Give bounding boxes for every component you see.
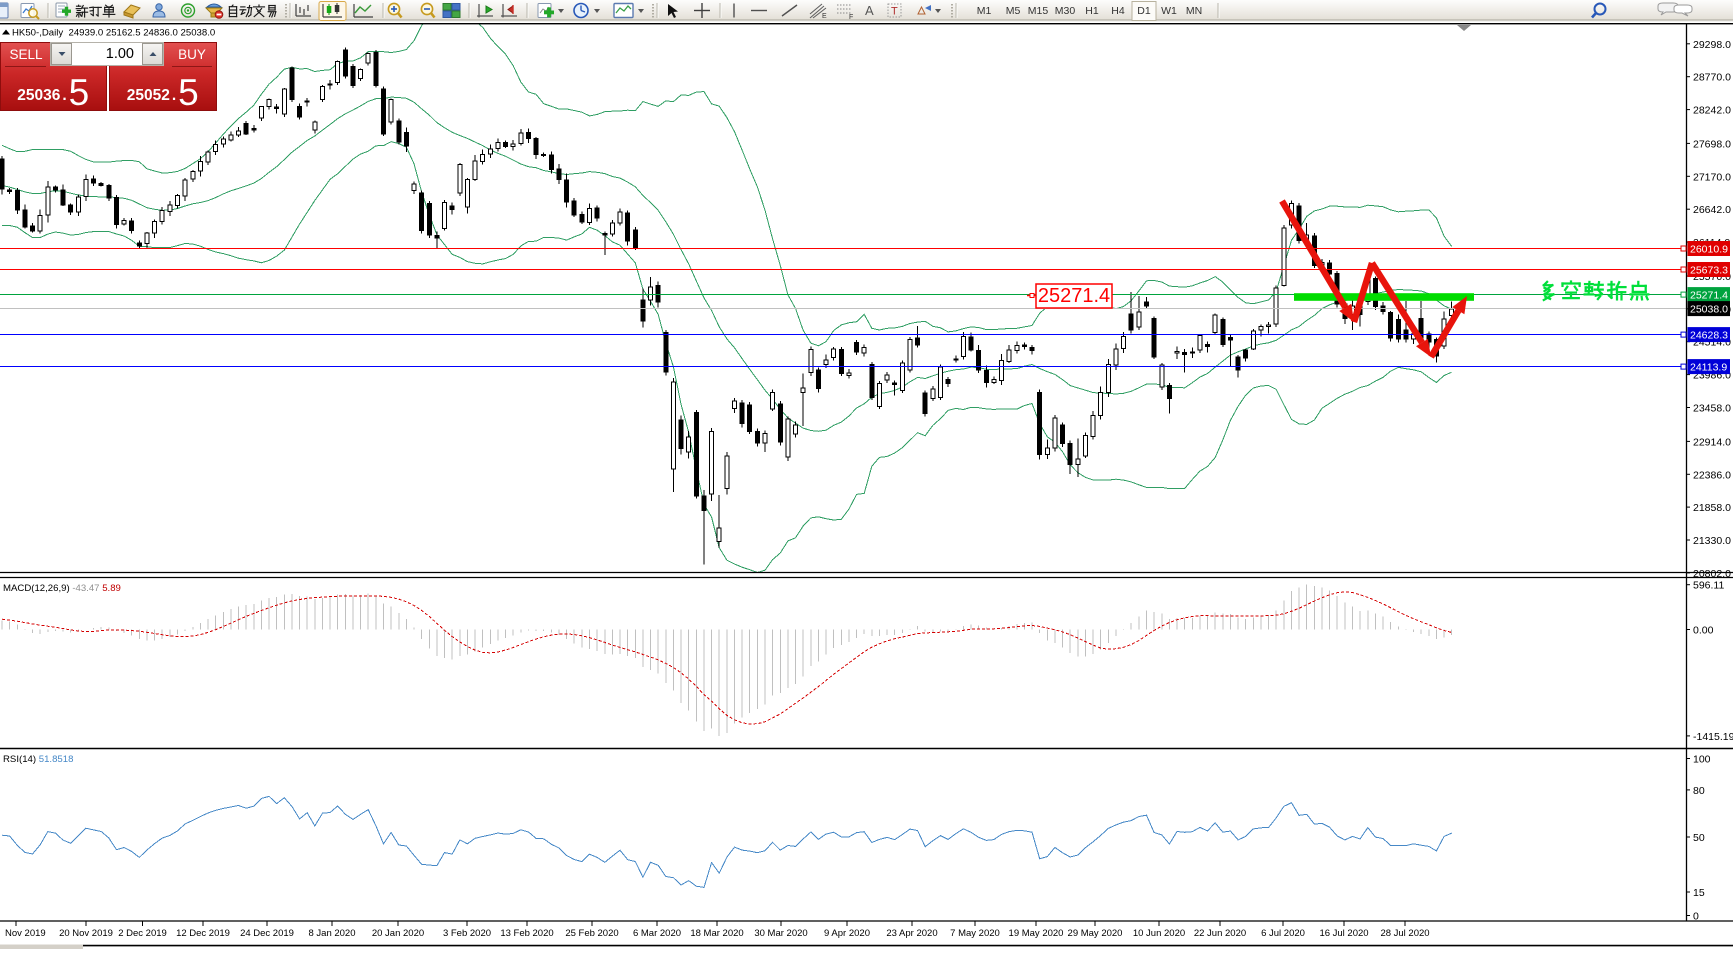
svg-text:8 Jan 2020: 8 Jan 2020 [308, 928, 355, 939]
svg-text:24113.9: 24113.9 [1690, 362, 1727, 374]
svg-text:20802.0: 20802.0 [1693, 568, 1731, 580]
svg-text:27698.0: 27698.0 [1693, 138, 1731, 150]
svg-text:28 Jul 2020: 28 Jul 2020 [1380, 928, 1429, 939]
svg-text:W1: W1 [1161, 5, 1177, 17]
svg-text:M15: M15 [1028, 5, 1049, 17]
svg-text:100: 100 [1693, 754, 1711, 766]
svg-text:M1: M1 [977, 5, 992, 17]
svg-text:2 Dec 2019: 2 Dec 2019 [118, 928, 167, 939]
svg-text:D1: D1 [1137, 5, 1151, 17]
svg-text:23 Apr 2020: 23 Apr 2020 [886, 928, 937, 939]
svg-text:6 Jul 2020: 6 Jul 2020 [1261, 928, 1305, 939]
svg-text:21330.0: 21330.0 [1693, 535, 1731, 547]
svg-text:0: 0 [1693, 911, 1699, 923]
svg-text:Nov 2019: Nov 2019 [5, 928, 46, 939]
svg-text:19 May 2020: 19 May 2020 [1009, 928, 1064, 939]
svg-text:29 May 2020: 29 May 2020 [1068, 928, 1123, 939]
svg-text:26642.0: 26642.0 [1693, 204, 1731, 216]
svg-text:25271.4: 25271.4 [1038, 285, 1110, 307]
svg-text:M30: M30 [1055, 5, 1076, 17]
svg-text:15: 15 [1693, 887, 1705, 899]
svg-text:20 Nov 2019: 20 Nov 2019 [59, 928, 113, 939]
svg-text:18 Mar 2020: 18 Mar 2020 [690, 928, 743, 939]
svg-text:13 Feb 2020: 13 Feb 2020 [500, 928, 553, 939]
svg-text:7 May 2020: 7 May 2020 [950, 928, 1000, 939]
svg-text:27170.0: 27170.0 [1693, 171, 1731, 183]
svg-text:26010.9: 26010.9 [1690, 244, 1728, 256]
svg-text:24 Dec 2019: 24 Dec 2019 [240, 928, 294, 939]
svg-text:MACD(12,26,9) -43.47 5.89: MACD(12,26,9) -43.47 5.89 [3, 583, 121, 594]
svg-text:-1415.19: -1415.19 [1693, 731, 1733, 743]
svg-text:3 Feb 2020: 3 Feb 2020 [443, 928, 491, 939]
svg-text:80: 80 [1693, 785, 1705, 797]
svg-text:28770.0: 28770.0 [1693, 72, 1731, 84]
svg-text:T: T [891, 6, 898, 18]
svg-text:25271.4: 25271.4 [1690, 290, 1728, 302]
svg-text:H1: H1 [1085, 5, 1099, 17]
svg-text:A: A [865, 3, 874, 18]
svg-text:M5: M5 [1006, 5, 1021, 17]
svg-text:MN: MN [1186, 5, 1202, 17]
svg-text:23458.0: 23458.0 [1693, 403, 1731, 415]
svg-text:20 Jan 2020: 20 Jan 2020 [372, 928, 424, 939]
svg-text:HK50-,Daily 24939.0 25162.5 2: HK50-,Daily 24939.0 25162.5 24836.0 2503… [12, 28, 215, 39]
svg-text:25038.0: 25038.0 [1690, 304, 1728, 316]
svg-text:H4: H4 [1111, 5, 1125, 17]
svg-text:22914.0: 22914.0 [1693, 436, 1731, 448]
svg-text:22386.0: 22386.0 [1693, 469, 1731, 481]
svg-text:30 Mar 2020: 30 Mar 2020 [754, 928, 807, 939]
svg-text:0.00: 0.00 [1693, 625, 1714, 637]
svg-text:RSI(14) 51.8518: RSI(14) 51.8518 [3, 754, 73, 765]
svg-text:28242.0: 28242.0 [1693, 105, 1731, 117]
svg-text:21858.0: 21858.0 [1693, 502, 1731, 514]
svg-text:9 Apr 2020: 9 Apr 2020 [824, 928, 870, 939]
svg-text:596.11: 596.11 [1693, 580, 1724, 592]
svg-text:6 Mar 2020: 6 Mar 2020 [633, 928, 681, 939]
svg-text:24628.3: 24628.3 [1690, 330, 1728, 342]
svg-text:F: F [849, 14, 853, 21]
svg-text:22 Jun 2020: 22 Jun 2020 [1194, 928, 1246, 939]
svg-text:25 Feb 2020: 25 Feb 2020 [565, 928, 618, 939]
svg-text:50: 50 [1693, 832, 1705, 844]
svg-text:12 Dec 2019: 12 Dec 2019 [176, 928, 230, 939]
svg-text:29298.0: 29298.0 [1693, 39, 1731, 51]
svg-text:16 Jul 2020: 16 Jul 2020 [1319, 928, 1368, 939]
svg-text:25673.3: 25673.3 [1690, 265, 1728, 277]
svg-text:E: E [822, 13, 827, 20]
svg-text:10 Jun 2020: 10 Jun 2020 [1133, 928, 1185, 939]
